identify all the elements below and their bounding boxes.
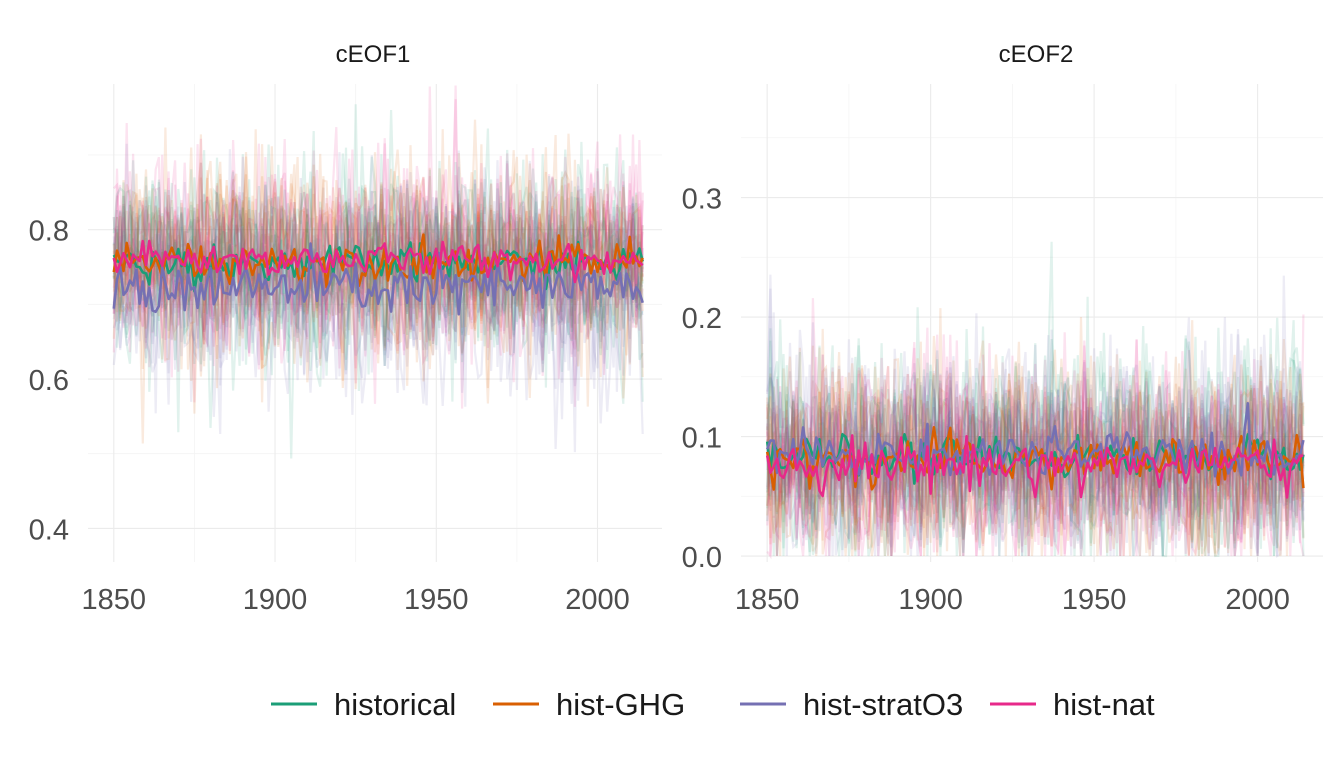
ensemble-member-line [112, 86, 644, 383]
y-tick-label: 0.2 [682, 303, 722, 335]
ensemble-members [766, 241, 1305, 560]
ensemble-member-line [766, 335, 1305, 557]
legend-label: hist-GHG [556, 687, 685, 722]
legend-item-historical: historical [271, 687, 456, 722]
legend-item-hist-GHG: hist-GHG [493, 687, 685, 722]
legend-label: hist-nat [1053, 687, 1155, 722]
ensemble-member-line [766, 340, 1305, 557]
x-tick-label: 1900 [898, 584, 963, 616]
legend-item-hist-stratO3: hist-stratO3 [740, 687, 963, 722]
ensemble-member-line [766, 316, 1305, 557]
y-tick-label: 0.1 [682, 423, 722, 455]
ensemble-member-line [113, 134, 644, 409]
x-tick-label: 1850 [82, 584, 147, 616]
ensemble-member-line [766, 327, 1305, 557]
ensemble-member-line [112, 160, 644, 435]
ensemble-member-line [766, 347, 1305, 557]
y-tick-label: 0.8 [29, 216, 69, 248]
ensemble-member-line [766, 341, 1305, 557]
legend-label: hist-stratO3 [803, 687, 963, 722]
series-line-hist-stratO3 [112, 242, 644, 316]
ensemble-member-line [112, 142, 644, 369]
ensemble-member-line [112, 149, 644, 404]
ensemble-member-line [766, 341, 1305, 557]
y-tick-label: 0.6 [29, 365, 69, 397]
ensemble-member-line [766, 339, 1305, 557]
x-tick-label: 2000 [565, 584, 630, 616]
ensemble-member-line [766, 345, 1305, 557]
x-tick-label: 1850 [735, 584, 800, 616]
ensemble-member-line [112, 134, 644, 444]
ensemble-member-line [766, 296, 1305, 557]
panel-title-ceof2: cEOF2 [999, 41, 1074, 68]
ensemble-member-line [112, 109, 644, 459]
series-line-hist-GHG [112, 233, 644, 289]
legend-label: historical [334, 687, 456, 722]
x-tick-label: 1900 [243, 584, 308, 616]
panel-ceof2: cEOF2 1850 1900 1950 2000 0.0 0.1 0.2 0.3 [682, 41, 1323, 616]
ensemble-member-line [112, 150, 644, 371]
y-tick-label: 0.3 [682, 184, 722, 216]
ensemble-member-line [112, 139, 644, 407]
ensemble-member-line [766, 351, 1305, 557]
panel-title-ceof1: cEOF1 [336, 41, 411, 68]
ensemble-member-line [766, 319, 1305, 557]
panel-ceof1: cEOF1 1850 1900 1950 2000 0.4 0.6 0.8 [29, 41, 662, 616]
ensemble-member-line [112, 85, 644, 372]
x-tick-label: 1950 [1062, 584, 1127, 616]
series-line-hist-nat [765, 434, 1304, 499]
x-tick-label: 2000 [1225, 584, 1290, 616]
legend-item-hist-nat: hist-nat [990, 687, 1155, 722]
series-line-hist-nat [112, 239, 644, 284]
y-tick-label: 0.0 [682, 542, 722, 574]
legend: historical hist-GHG hist-stratO3 hist-nat [271, 687, 1155, 722]
y-tick-label: 0.4 [29, 514, 69, 546]
ensemble-member-line [112, 178, 644, 450]
ensemble-member-line [766, 345, 1305, 560]
x-tick-label: 1950 [404, 584, 469, 616]
